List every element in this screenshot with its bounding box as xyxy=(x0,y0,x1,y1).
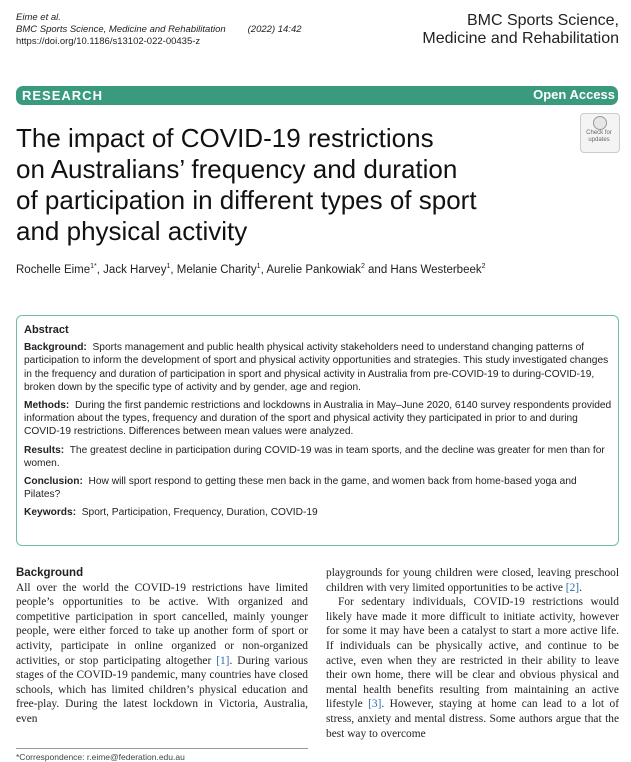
journal-name: BMC Sports Science, Medicine and Rehabil… xyxy=(422,12,619,48)
abstract-methods: Methods: During the first pandemic restr… xyxy=(24,400,612,438)
title-line-4: and physical activity xyxy=(16,216,248,246)
author-name[interactable]: Hans Westerbeek xyxy=(390,263,482,276)
section-heading-background: Background xyxy=(16,567,84,579)
author-affiliation: 2 xyxy=(360,263,365,270)
correspondence-footnote: *Correspondence: r.eime@federation.edu.a… xyxy=(16,752,185,762)
article-title: The impact of COVID-19 restrictions on A… xyxy=(16,123,576,247)
author-affiliation: 1 xyxy=(166,263,171,270)
abstract-keywords: Keywords: Sport, Participation, Frequenc… xyxy=(24,507,318,519)
body-paragraph: All over the world the COVID-19 restrict… xyxy=(16,581,308,725)
abstract-background: Background: Sports management and public… xyxy=(24,342,609,393)
abstract-heading: Abstract xyxy=(24,324,69,336)
body-paragraph: playgrounds for young children were clos… xyxy=(326,567,619,594)
reference-link[interactable]: [3] xyxy=(368,698,382,711)
author-list: Rochelle Eime1*, Jack Harvey1, Melanie C… xyxy=(16,263,486,276)
check-updates-icon xyxy=(593,116,607,130)
author-affiliation: 2 xyxy=(481,263,486,270)
check-updates-label: Check for updates xyxy=(586,130,612,143)
title-line-3: of participation in different types of s… xyxy=(16,185,477,215)
author-affiliation: 1* xyxy=(90,263,97,270)
author-affiliation: 1 xyxy=(256,263,261,270)
abstract-results: Results: The greatest decline in partici… xyxy=(24,444,605,469)
author-name[interactable]: Jack Harvey xyxy=(103,263,167,276)
reference-link[interactable]: [1] xyxy=(216,654,230,667)
author-separator: , xyxy=(96,263,104,276)
article-type-label: RESEARCH xyxy=(22,88,103,103)
reference-link[interactable]: [2] xyxy=(565,581,580,594)
journal-citation: BMC Sports Science, Medicine and Rehabil… xyxy=(16,24,226,35)
title-line-1: The impact of COVID-19 restrictions xyxy=(16,123,434,153)
title-line-2: on Australians’ frequency and duration xyxy=(16,154,458,184)
author-separator: , xyxy=(260,263,267,276)
journal-name-line2: Medicine and Rehabilitation xyxy=(422,30,619,47)
open-access-label[interactable]: Open Access xyxy=(533,87,615,102)
abstract-box xyxy=(16,315,619,546)
author-name[interactable]: Rochelle Eime xyxy=(16,263,91,276)
journal-name-line1: BMC Sports Science, xyxy=(466,12,619,29)
author-separator: and xyxy=(364,263,391,276)
abstract-conclusion: Conclusion: How will sport respond to ge… xyxy=(24,476,577,501)
article-type-band xyxy=(16,86,618,105)
journal-citation-line: BMC Sports Science, Medicine and Rehabil… xyxy=(16,24,302,36)
authors-short: Eime et al. xyxy=(16,12,61,23)
citation-header: Eime et al. BMC Sports Science, Medicine… xyxy=(16,12,302,48)
body-left-column: Background All over the world the COVID-… xyxy=(16,566,308,727)
body-paragraph: For sedentary individuals, COVID-19 rest… xyxy=(326,596,619,740)
author-name[interactable]: Aurelie Pankowiak xyxy=(266,263,361,276)
author-separator: , xyxy=(170,263,177,276)
body-right-column: playgrounds for young children were clos… xyxy=(326,566,619,741)
abstract-content: Abstract Background: Sports management a… xyxy=(24,324,612,525)
year-volume: (2022) 14:42 xyxy=(247,24,302,35)
author-name[interactable]: Melanie Charity xyxy=(176,263,257,276)
footnote-divider xyxy=(16,748,308,749)
doi-link[interactable]: https://doi.org/10.1186/s13102-022-00435… xyxy=(16,36,201,47)
